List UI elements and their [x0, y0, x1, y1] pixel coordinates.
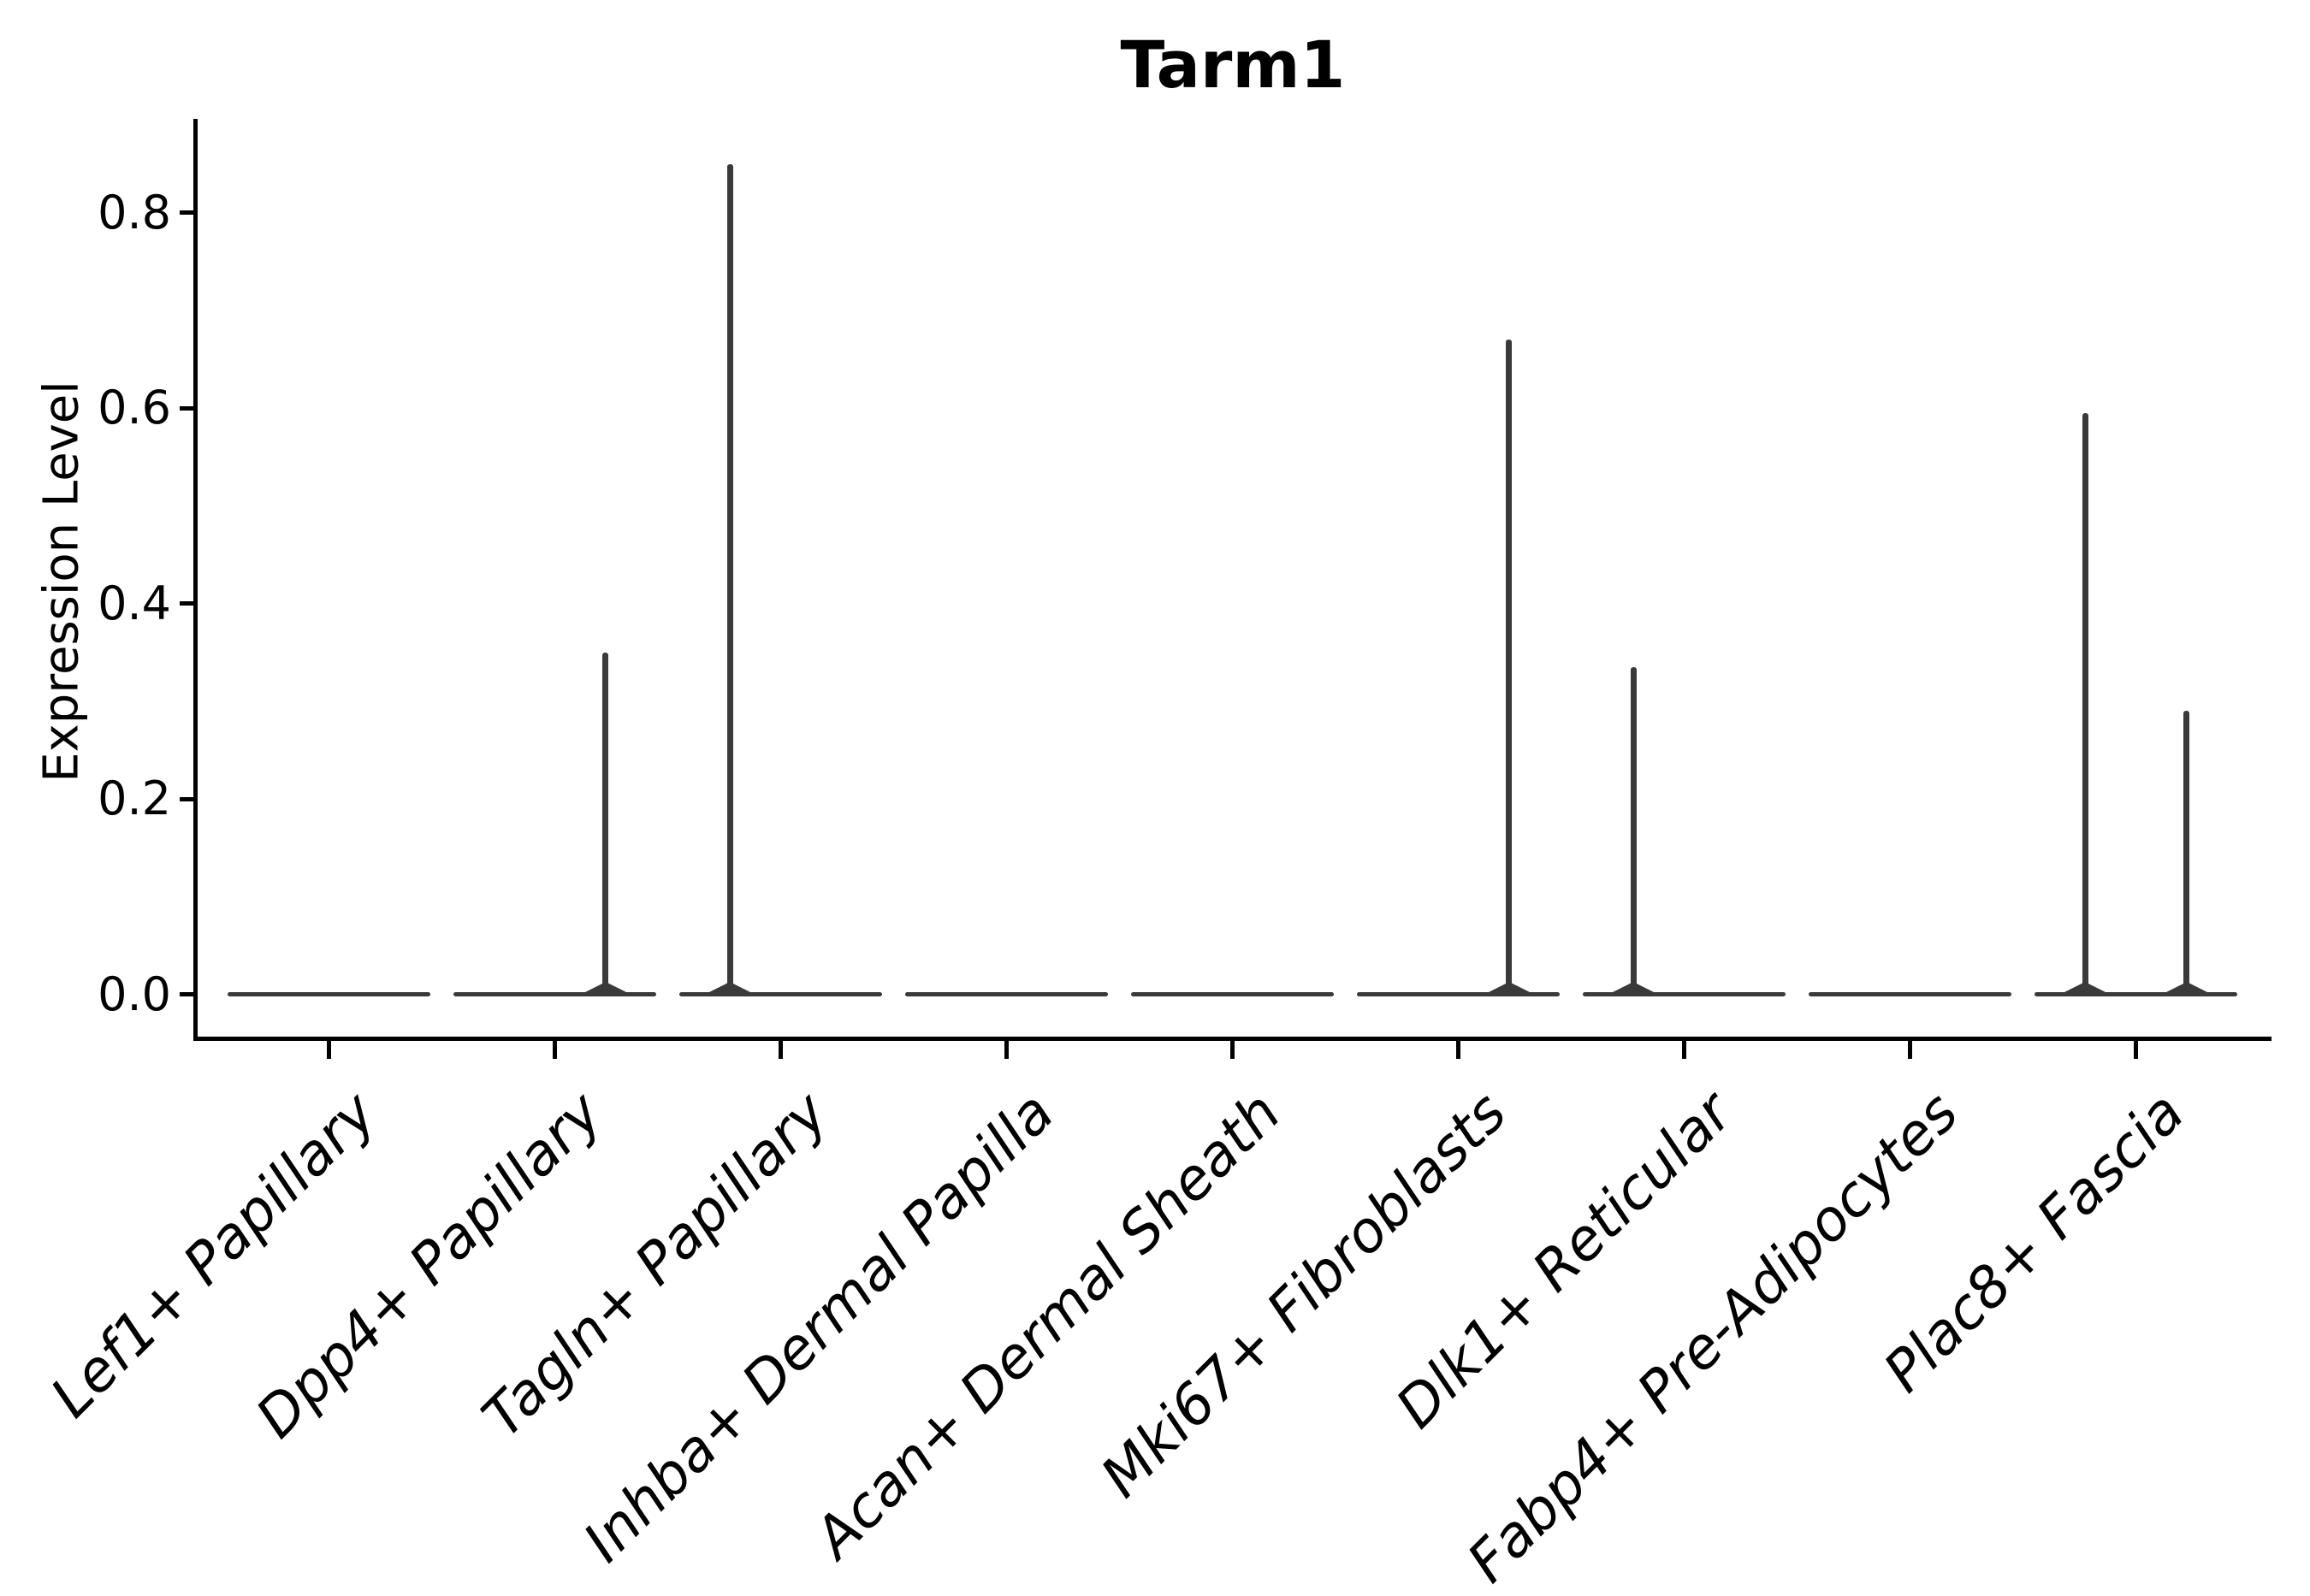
violin-spike-flare: [2165, 982, 2207, 993]
y-tick-label: 0.4: [98, 576, 171, 630]
violin-body: [227, 992, 431, 997]
y-tick-mark: [180, 796, 193, 801]
violin-spike: [602, 652, 609, 995]
violin-spike-flare: [584, 982, 626, 993]
x-tick-mark: [326, 1037, 331, 1059]
violin-spike: [1630, 667, 1637, 995]
x-tick-mark: [1682, 1037, 1687, 1059]
y-tick-label: 0.0: [98, 966, 171, 1021]
violin-spike-flare: [1488, 982, 1530, 993]
violin-body: [2034, 992, 2238, 997]
y-tick-label: 0.2: [98, 771, 171, 826]
y-tick-mark: [180, 210, 193, 216]
x-tick-mark: [1230, 1037, 1235, 1059]
y-axis-spine: [193, 119, 198, 1041]
violin-body: [1808, 992, 2012, 997]
violin-spike-flare: [2064, 982, 2106, 993]
violin-body: [904, 992, 1109, 997]
violin-body: [678, 992, 883, 997]
violin-spike: [1506, 340, 1513, 995]
violin-body: [1130, 992, 1335, 997]
x-tick-label-text: Inhba+ Dermal Papilla: [571, 1079, 1067, 1575]
violin-plot-figure: Tarm1 Expression Level 0.0 0.2 0.4 0.6 0.8 Le…: [33, 27, 2272, 1595]
x-tick-mark: [1004, 1037, 1009, 1059]
x-tick-mark: [778, 1037, 783, 1059]
x-tick-mark: [2134, 1037, 2139, 1059]
x-tick-mark: [552, 1037, 557, 1059]
y-tick-label: 0.8: [98, 185, 171, 239]
x-tick-mark: [1908, 1037, 1913, 1059]
violin-spike: [2082, 412, 2088, 995]
x-tick-label-text: Mki67+ Fibroblasts: [1087, 1079, 1519, 1510]
x-tick-mark: [1456, 1037, 1461, 1059]
violin-spike-flare: [1613, 982, 1655, 993]
chart-title: Tarm1: [1120, 27, 1346, 103]
violin-spike: [2183, 711, 2190, 995]
violin-spike-flare: [709, 982, 751, 993]
violin-body: [1582, 992, 1786, 997]
y-tick-mark: [180, 601, 193, 606]
violin-body: [453, 992, 657, 997]
x-axis-spine: [193, 1037, 2272, 1041]
violin-body: [1356, 992, 1561, 997]
y-tick-mark: [180, 992, 193, 997]
violin-spike: [726, 163, 733, 995]
x-tick-label-text: Acan+ Dermal Sheath: [801, 1079, 1293, 1571]
plot-area: 0.0 0.2 0.4 0.6 0.8 Lef1+ Papillary Dpp4+ Papi…: [38, 119, 2272, 1595]
y-tick-label: 0.6: [98, 381, 171, 435]
y-tick-mark: [180, 405, 193, 411]
